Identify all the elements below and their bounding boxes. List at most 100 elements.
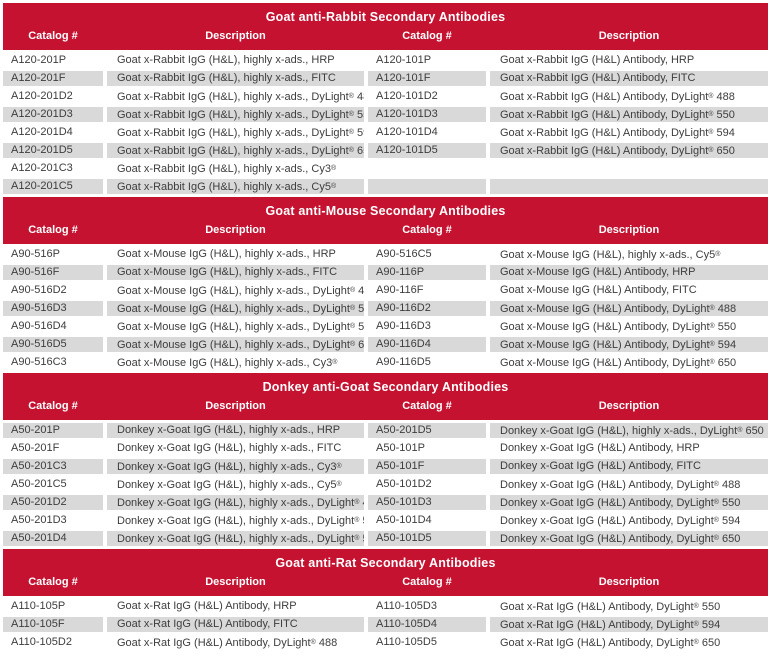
description-cell: Donkey x-Goat IgG (H&L) Antibody, DyLigh… <box>490 531 768 546</box>
catalog-section: Goat anti-Mouse Secondary Antibodies Cat… <box>3 197 768 370</box>
description-cell: Goat x-Rat IgG (H&L) Antibody, DyLight® … <box>107 635 364 650</box>
description-column-header: Description <box>598 224 660 236</box>
description-cell <box>490 179 768 194</box>
registered-trademark-symbol: ® <box>737 427 743 434</box>
registered-trademark-symbol: ® <box>713 535 719 542</box>
description-cell: Goat x-Rat IgG (H&L) Antibody, DyLight® … <box>490 635 768 650</box>
section-header-band: Goat anti-Rat Secondary Antibodies Catal… <box>3 549 768 596</box>
section-title: Goat anti-Rat Secondary Antibodies <box>275 556 496 570</box>
catalog-number-cell: A120-101D2 <box>368 89 486 104</box>
catalog-number-cell: A120-101D3 <box>368 107 486 122</box>
catalog-number-cell: A120-101F <box>368 71 486 86</box>
registered-trademark-symbol: ® <box>708 147 714 154</box>
description-cell: Goat x-Rat IgG (H&L) Antibody, DyLight® … <box>490 617 768 632</box>
catalog-number-cell: A90-116D4 <box>368 337 486 352</box>
description-cell: Goat x-Rabbit IgG (H&L) Antibody, DyLigh… <box>490 89 768 104</box>
catalog-number-cell: A120-201D4 <box>3 125 103 140</box>
registered-trademark-symbol: ® <box>330 183 337 190</box>
description-cell: Goat x-Rabbit IgG (H&L), highly x-ads., … <box>107 179 364 194</box>
registered-trademark-symbol: ® <box>348 93 354 100</box>
catalog-section: Donkey anti-Goat Secondary Antibodies Ca… <box>3 373 768 546</box>
catalog-number-cell: A50-201C5 <box>3 477 103 492</box>
description-cell: Donkey x-Goat IgG (H&L) Antibody, HRP <box>490 441 768 456</box>
description-cell <box>490 161 768 176</box>
catalog-number-cell: A90-116D2 <box>368 301 486 316</box>
registered-trademark-symbol: ® <box>693 621 699 628</box>
description-cell: Goat x-Rat IgG (H&L) Antibody, HRP <box>107 599 364 614</box>
section-title: Donkey anti-Goat Secondary Antibodies <box>262 380 509 394</box>
catalog-number-cell: A50-101D5 <box>368 531 486 546</box>
catalog-number-cell: A120-101D4 <box>368 125 486 140</box>
catalog-number-cell: A50-101D4 <box>368 513 486 528</box>
catalog-number-cell: A90-516F <box>3 265 103 280</box>
registered-trademark-symbol: ® <box>715 251 721 258</box>
catalog-number-cell: A90-116P <box>368 265 486 280</box>
catalog-number-cell: A120-201C5 <box>3 179 103 194</box>
description-cell: Donkey x-Goat IgG (H&L), highly x-ads., … <box>107 423 364 438</box>
description-cell: Goat x-Rabbit IgG (H&L) Antibody, DyLigh… <box>490 125 768 140</box>
registered-trademark-symbol: ® <box>709 341 715 348</box>
description-cell: Goat x-Rabbit IgG (H&L), highly x-ads., … <box>107 143 364 158</box>
registered-trademark-symbol: ® <box>713 517 719 524</box>
catalog-number-cell: A120-201P <box>3 53 103 68</box>
registered-trademark-symbol: ® <box>349 323 356 330</box>
column-header-row: Catalog # Description Catalog # Description <box>3 27 768 50</box>
registered-trademark-symbol: ® <box>354 535 360 542</box>
description-cell: Goat x-Mouse IgG (H&L), highly x-ads., C… <box>107 355 364 370</box>
catalog-number-cell: A90-116F <box>368 283 486 298</box>
description-cell: Goat x-Rabbit IgG (H&L) Antibody, FITC <box>490 71 768 86</box>
description-cell: Donkey x-Goat IgG (H&L), highly x-ads., … <box>107 531 364 546</box>
column-header-row: Catalog # Description Catalog # Description <box>3 221 768 244</box>
column-header-row: Catalog # Description Catalog # Description <box>3 397 768 420</box>
registered-trademark-symbol: ® <box>354 517 360 524</box>
registered-trademark-symbol: ® <box>336 463 342 470</box>
description-cell: Donkey x-Goat IgG (H&L) Antibody, DyLigh… <box>490 513 768 528</box>
catalog-number-cell: A50-201D2 <box>3 495 103 510</box>
catalog-number-cell: A110-105D4 <box>368 617 486 632</box>
description-cell: Goat x-Rabbit IgG (H&L), highly x-ads., … <box>107 125 364 140</box>
description-cell: Goat x-Rabbit IgG (H&L), highly x-ads., … <box>107 107 364 122</box>
description-cell: Donkey x-Goat IgG (H&L), highly x-ads., … <box>107 459 364 474</box>
section-header-band: Donkey anti-Goat Secondary Antibodies Ca… <box>3 373 768 420</box>
description-cell: Goat x-Rabbit IgG (H&L) Antibody, DyLigh… <box>490 107 768 122</box>
catalog-number-cell: A90-516P <box>3 247 103 262</box>
registered-trademark-symbol: ® <box>693 639 699 646</box>
catalog-column-header: Catalog # <box>402 224 452 236</box>
catalog-number-cell: A110-105D2 <box>3 635 103 650</box>
registered-trademark-symbol: ® <box>693 603 699 610</box>
section-title: Goat anti-Mouse Secondary Antibodies <box>265 204 506 218</box>
column-header-row: Catalog # Description Catalog # Description <box>3 573 768 596</box>
section-rows: A50-201P Donkey x-Goat IgG (H&L), highly … <box>3 423 768 546</box>
description-cell: Goat x-Rat IgG (H&L) Antibody, FITC <box>107 617 364 632</box>
catalog-number-cell: A110-105D3 <box>368 599 486 614</box>
description-cell: Goat x-Rabbit IgG (H&L), highly x-ads., … <box>107 161 364 176</box>
registered-trademark-symbol: ® <box>348 111 354 118</box>
registered-trademark-symbol: ® <box>708 129 714 136</box>
section-rows: A90-516P Goat x-Mouse IgG (H&L), highly x… <box>3 247 768 370</box>
registered-trademark-symbol: ® <box>354 499 360 506</box>
catalog-number-cell: A90-116D3 <box>368 319 486 334</box>
catalog-number-cell: A90-516C3 <box>3 355 103 370</box>
catalog-number-cell: A50-201D5 <box>368 423 486 438</box>
registered-trademark-symbol: ® <box>349 341 356 348</box>
description-cell: Donkey x-Goat IgG (H&L), highly x-ads., … <box>107 513 364 528</box>
description-cell: Goat x-Mouse IgG (H&L) Antibody, DyLight… <box>490 319 768 334</box>
catalog-number-cell: A50-101D2 <box>368 477 486 492</box>
catalog-number-cell: A120-201F <box>3 71 103 86</box>
catalog-column-header: Catalog # <box>402 400 452 412</box>
catalog-number-cell: A110-105F <box>3 617 103 632</box>
catalog-column-header: Catalog # <box>402 30 452 42</box>
catalog-number-cell: A120-201D3 <box>3 107 103 122</box>
registered-trademark-symbol: ® <box>708 111 714 118</box>
registered-trademark-symbol: ® <box>348 147 354 154</box>
antibody-catalog-table: Goat anti-Rabbit Secondary Antibodies Ca… <box>3 3 768 650</box>
description-cell: Goat x-Mouse IgG (H&L), highly x-ads., D… <box>107 301 364 316</box>
description-column-header: Description <box>598 576 660 588</box>
catalog-number-cell: A90-516D5 <box>3 337 103 352</box>
description-cell: Donkey x-Goat IgG (H&L) Antibody, FITC <box>490 459 768 474</box>
catalog-number-cell: A50-201D3 <box>3 513 103 528</box>
catalog-number-cell: A50-101P <box>368 441 486 456</box>
description-cell: Goat x-Rabbit IgG (H&L) Antibody, DyLigh… <box>490 143 768 158</box>
description-cell: Donkey x-Goat IgG (H&L), highly x-ads., … <box>107 495 364 510</box>
description-cell: Donkey x-Goat IgG (H&L) Antibody, DyLigh… <box>490 495 768 510</box>
